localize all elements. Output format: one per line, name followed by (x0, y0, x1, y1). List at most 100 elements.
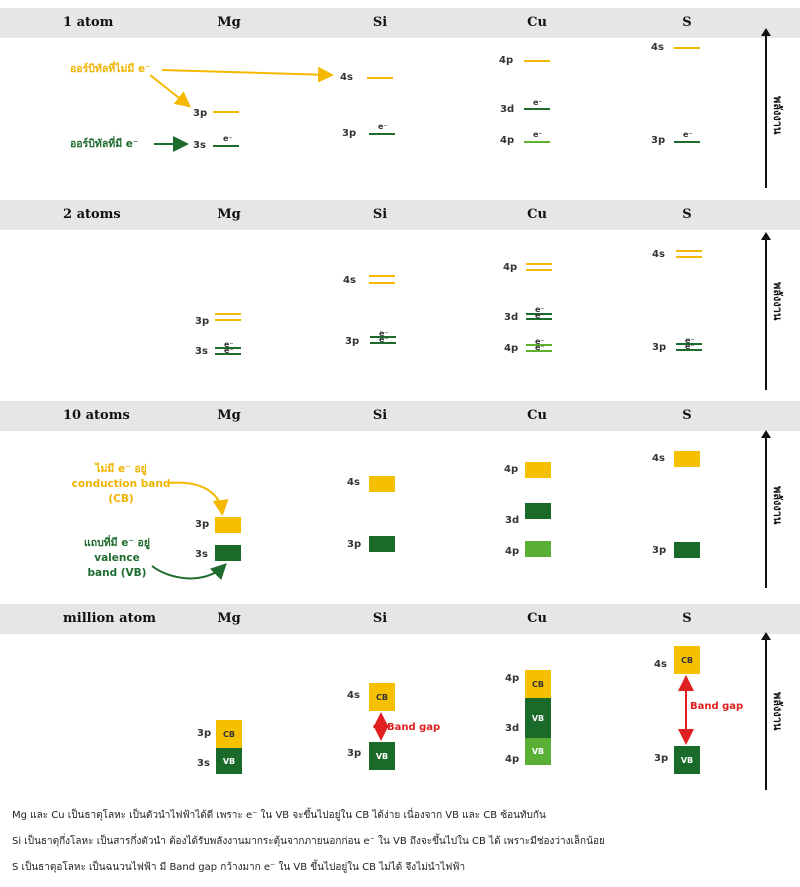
electron-label: e⁻ (535, 337, 545, 346)
band-gap-label: Band gap (387, 722, 441, 733)
orbital-level-filled (215, 347, 241, 349)
orbital-label-4s: 4s (347, 477, 360, 488)
annotation-line: conduction band (71, 478, 171, 490)
orbital-label-3p: 3p (651, 135, 666, 146)
orbital-label-3p: 3p (195, 316, 210, 327)
col-header-cu: Cu (527, 611, 547, 626)
electron-label: e⁻ (685, 342, 695, 351)
orbital-level-filled (526, 344, 552, 346)
orbital-level-empty (676, 256, 702, 258)
band-block-filled (215, 545, 241, 561)
electron-label: e⁻ (685, 336, 695, 345)
band-block-empty (525, 462, 551, 478)
arrow-to-si-4s (161, 66, 334, 83)
annotation-line: valence (94, 552, 140, 564)
orbital-label-3p: 3p (652, 342, 667, 353)
orbital-level-empty (213, 111, 239, 113)
electron-label: e⁻ (533, 98, 543, 107)
valence-band-block: VB (525, 738, 551, 765)
electron-label: e⁻ (535, 343, 545, 352)
orbital-label-4p: 4p (505, 754, 520, 765)
orbital-level-filled (370, 342, 396, 344)
orbital-label-4p: 4p (499, 55, 514, 66)
orbital-level-filled (215, 353, 241, 355)
col-header-si: Si (372, 611, 388, 626)
annotation-conduction-band: ไม่มี e⁻ อยู่ conduction band (CB) (66, 462, 176, 507)
orbital-label-3p: 3p (347, 539, 362, 550)
orbital-label-3p: 3p (652, 545, 667, 556)
col-header-mg: Mg (217, 15, 241, 30)
section-title-1: 1 atom (63, 15, 114, 30)
arrow-to-cb (167, 481, 229, 516)
footer-note-insulator: S เป็นธาตุอโลหะ เป็นฉนวนไฟฟ้า มี Band ga… (12, 862, 466, 873)
orbital-level-empty (369, 275, 395, 277)
orbital-level-filled (524, 141, 550, 143)
valence-band-block: VB (674, 746, 700, 774)
electron-label: e⁻ (378, 122, 388, 131)
orbital-label-4p: 4p (505, 673, 520, 684)
orbital-level-filled (526, 313, 552, 315)
orbital-label-4p: 4p (503, 262, 518, 273)
col-header-cu: Cu (527, 408, 547, 423)
valence-band-block: VB (525, 698, 551, 738)
section-title-3: 10 atoms (63, 408, 130, 423)
orbital-level-filled (526, 350, 552, 352)
orbital-label-3d: 3d (500, 104, 515, 115)
orbital-level-filled (369, 133, 395, 135)
orbital-level-empty (215, 319, 241, 321)
arrow-to-vb (151, 563, 227, 581)
energy-axis-label: พลังงาน (771, 96, 784, 135)
band-block-filled (525, 503, 551, 519)
orbital-level-empty (674, 47, 700, 49)
orbital-label-4s: 4s (343, 275, 356, 286)
orbital-label-3d: 3d (505, 723, 520, 734)
annotation-line: (CB) (108, 493, 134, 505)
electron-label: e⁻ (224, 346, 234, 355)
orbital-label-4s: 4s (652, 249, 665, 260)
orbital-label-3s: 3s (195, 346, 208, 357)
orbital-level-filled (370, 336, 396, 338)
orbital-label-4s: 4s (651, 42, 664, 53)
header-band-2 (0, 200, 800, 230)
orbital-label-4s: 4s (347, 690, 360, 701)
arrow-to-mg-3p (149, 74, 192, 108)
electron-label: e⁻ (535, 311, 545, 320)
energy-axis-label: พลังงาน (771, 282, 784, 321)
footer-note-metal: Mg และ Cu เป็นธาตุโลหะ เป็นตัวนำไฟฟ้าได้… (12, 810, 546, 821)
orbital-level-empty (676, 250, 702, 252)
col-header-s: S (682, 611, 692, 626)
orbital-level-filled (526, 318, 552, 320)
orbital-label-4p: 4p (505, 546, 520, 557)
band-block-empty (215, 517, 241, 533)
header-band-1 (0, 8, 800, 38)
orbital-label-3p: 3p (347, 748, 362, 759)
footer-note-semiconductor: Si เป็นธาตุกึ่งโลหะ เป็นสารกึ่งตัวนำ ต้อ… (12, 836, 605, 847)
orbital-label-4s: 4s (340, 72, 353, 83)
annotation-line: แถบที่มี e⁻ อยู่ (83, 537, 151, 549)
orbital-level-filled (213, 145, 239, 147)
col-header-mg: Mg (217, 207, 241, 222)
col-header-s: S (682, 207, 692, 222)
conduction-band-block: CB (216, 720, 242, 748)
col-header-si: Si (372, 15, 388, 30)
annotation-line: band (VB) (87, 567, 147, 579)
electron-label: e⁻ (223, 134, 233, 143)
col-header-s: S (682, 15, 692, 30)
band-gap-label: Band gap (690, 701, 744, 712)
orbital-level-filled (524, 108, 550, 110)
col-header-cu: Cu (527, 15, 547, 30)
orbital-label-4p: 4p (504, 464, 519, 475)
orbital-label-4p: 4p (500, 135, 515, 146)
orbital-label-3p: 3p (195, 519, 210, 530)
orbital-level-filled (676, 343, 702, 345)
col-header-cu: Cu (527, 207, 547, 222)
band-block-filled (525, 541, 551, 557)
electron-label: e⁻ (379, 335, 389, 344)
valence-band-block: VB (216, 748, 242, 774)
section-title-4: million atom (63, 611, 157, 626)
header-band-3 (0, 401, 800, 431)
col-header-mg: Mg (217, 408, 241, 423)
orbital-label-3d: 3d (504, 312, 519, 323)
annotation-valence-band: แถบที่มี e⁻ อยู่ valence band (VB) (72, 536, 162, 581)
